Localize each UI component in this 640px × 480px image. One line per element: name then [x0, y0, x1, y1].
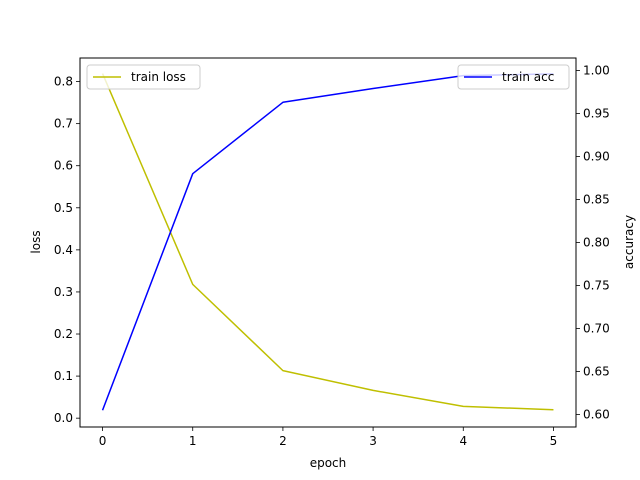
x-tick-label: 0 [99, 434, 107, 448]
x-tick-label: 1 [189, 434, 197, 448]
left-y-tick-label: 0.6 [54, 159, 73, 173]
legend-train-acc: train acc [457, 64, 570, 90]
left-y-tick-label: 0.3 [54, 285, 73, 299]
right-y-tick-label: 0.85 [583, 192, 610, 206]
left-y-tick-label: 0.0 [54, 411, 73, 425]
x-tick-label: 4 [459, 434, 467, 448]
x-tick-label: 2 [279, 434, 287, 448]
right-y-tick-label: 0.75 [583, 279, 610, 293]
legend-box-left [86, 64, 201, 90]
legend-box-right [457, 64, 570, 90]
left-y-tick-label: 0.8 [54, 75, 73, 89]
legend-train-loss: train loss [86, 64, 201, 90]
right-y-tick-label: 0.60 [583, 408, 610, 422]
right-y-tick-label: 0.95 [583, 106, 610, 120]
legend-label-train-loss: train loss [131, 70, 186, 84]
left-y-tick-label: 0.5 [54, 201, 73, 215]
left-y-tick-label: 0.2 [54, 327, 73, 341]
left-y-tick-label: 0.4 [54, 243, 73, 257]
series-line-train-loss [101, 73, 554, 411]
right-y-tick-label: 1.00 [583, 63, 610, 77]
right-y-tick-label: 0.90 [583, 149, 610, 163]
right-y-tick-label: 0.70 [583, 322, 610, 336]
legend-label-train-acc: train acc [502, 70, 554, 84]
x-axis-label: epoch [310, 456, 347, 470]
x-axis-ticks: 0 1 2 3 4 5 [99, 427, 558, 448]
left-y-axis-ticks: 0.0 0.1 0.2 0.3 0.4 0.5 0.6 0.7 0.8 [54, 75, 80, 425]
left-y-tick-label: 0.7 [54, 117, 73, 131]
right-y-axis-label: accuracy [622, 215, 636, 269]
x-tick-label: 5 [550, 434, 558, 448]
right-y-tick-label: 0.80 [583, 236, 610, 250]
x-tick-label: 3 [369, 434, 377, 448]
right-y-tick-label: 0.65 [583, 365, 610, 379]
left-y-tick-label: 0.1 [54, 369, 73, 383]
right-y-axis-ticks: 0.60 0.65 0.70 0.75 0.80 0.85 0.90 0.95 1.00 [576, 63, 610, 422]
left-y-axis-label: loss [29, 230, 43, 253]
